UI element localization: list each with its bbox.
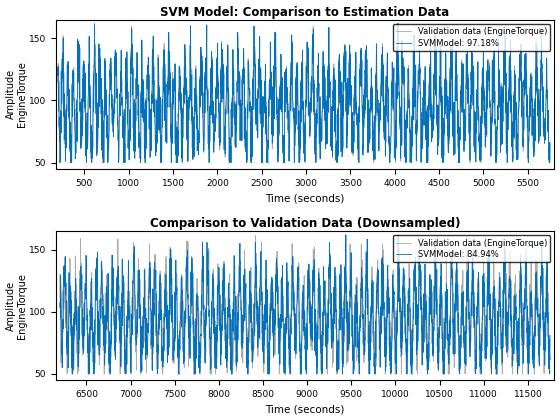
SVMModel: 97.18%: (4.57e+03, 139): 97.18%: (4.57e+03, 139) <box>442 50 449 55</box>
SVMModel: 97.18%: (5.75e+03, 65.9): 97.18%: (5.75e+03, 65.9) <box>547 140 553 145</box>
SVMModel: 97.18%: (226, 50): 97.18%: (226, 50) <box>57 160 63 165</box>
X-axis label: Time (seconds): Time (seconds) <box>265 404 344 415</box>
SVMModel: 84.94%: (1.18e+04, 81.1): 84.94%: (1.18e+04, 81.1) <box>547 333 553 338</box>
Validation data (EngineTorque) <box>442 52 449 58</box>
Validation data (EngineTorque) <box>544 97 550 102</box>
Validation data (EngineTorque) <box>69 371 76 376</box>
Validation data (EngineTorque) <box>278 282 284 287</box>
Legend: Validation data (EngineTorque), SVMModel: 97.18%: Validation data (EngineTorque), SVMModel… <box>393 24 550 51</box>
SVMModel: 97.18%: (2.7e+03, 93.7): 97.18%: (2.7e+03, 93.7) <box>277 106 283 111</box>
Validation data (EngineTorque) <box>460 345 467 350</box>
SVMModel: 97.18%: (2.27e+03, 93): 97.18%: (2.27e+03, 93) <box>237 107 244 112</box>
Validation data (EngineTorque) <box>252 233 259 238</box>
SVMModel: 84.94%: (1.17e+04, 141): 84.94%: (1.17e+04, 141) <box>544 258 550 263</box>
SVMModel: 84.94%: (1.08e+04, 75.2): 84.94%: (1.08e+04, 75.2) <box>460 340 467 345</box>
Validation data (EngineTorque) <box>352 54 359 59</box>
Line: Validation data (EngineTorque): Validation data (EngineTorque) <box>58 24 550 163</box>
SVMModel: 97.18%: (3.56e+03, 115): 97.18%: (3.56e+03, 115) <box>352 80 359 85</box>
Legend: Validation data (EngineTorque), SVMModel: 84.94%: Validation data (EngineTorque), SVMModel… <box>393 235 550 262</box>
Validation data (EngineTorque) <box>277 82 283 87</box>
Line: SVMModel: 97.18%: SVMModel: 97.18% <box>58 24 550 163</box>
Validation data (EngineTorque) <box>460 62 466 67</box>
Validation data (EngineTorque) <box>57 304 63 310</box>
Validation data (EngineTorque) <box>353 279 360 284</box>
Line: Validation data (EngineTorque): Validation data (EngineTorque) <box>60 235 550 374</box>
Validation data (EngineTorque) <box>547 142 553 147</box>
Validation data (EngineTorque) <box>547 368 553 373</box>
SVMModel: 97.18%: (5.72e+03, 104): 97.18%: (5.72e+03, 104) <box>544 93 550 98</box>
SVMModel: 84.94%: (6.2e+03, 104): 84.94%: (6.2e+03, 104) <box>57 305 63 310</box>
SVMModel: 84.94%: (9.44e+03, 162): 84.94%: (9.44e+03, 162) <box>343 232 349 237</box>
SVMModel: 84.94%: (6.34e+03, 50): 84.94%: (6.34e+03, 50) <box>69 371 76 376</box>
SVMModel: 97.18%: (4.77e+03, 130): 97.18%: (4.77e+03, 130) <box>460 61 466 66</box>
Title: Comparison to Validation Data (Downsampled): Comparison to Validation Data (Downsampl… <box>150 217 460 230</box>
SVMModel: 97.18%: (200, 127): 97.18%: (200, 127) <box>54 65 61 70</box>
X-axis label: Time (seconds): Time (seconds) <box>265 193 344 203</box>
Validation data (EngineTorque) <box>238 127 245 132</box>
Validation data (EngineTorque) <box>239 352 246 357</box>
Validation data (EngineTorque) <box>54 66 61 71</box>
Validation data (EngineTorque) <box>544 311 550 316</box>
SVMModel: 84.94%: (9.56e+03, 117): 84.94%: (9.56e+03, 117) <box>353 288 360 293</box>
SVMModel: 84.94%: (1.06e+04, 104): 84.94%: (1.06e+04, 104) <box>443 304 450 310</box>
Y-axis label: Amplitude
EngineTorque: Amplitude EngineTorque <box>6 61 27 127</box>
Validation data (EngineTorque) <box>57 160 63 165</box>
Y-axis label: Amplitude
EngineTorque: Amplitude EngineTorque <box>6 273 27 339</box>
SVMModel: 97.18%: (4.03e+03, 162): 97.18%: (4.03e+03, 162) <box>394 21 401 26</box>
Validation data (EngineTorque) <box>443 276 450 281</box>
Title: SVM Model: Comparison to Estimation Data: SVM Model: Comparison to Estimation Data <box>160 5 450 18</box>
Line: SVMModel: 84.94%: SVMModel: 84.94% <box>60 235 550 374</box>
SVMModel: 84.94%: (8.7e+03, 86.9): 84.94%: (8.7e+03, 86.9) <box>278 326 284 331</box>
Validation data (EngineTorque) <box>91 21 98 26</box>
SVMModel: 84.94%: (8.27e+03, 87.1): 84.94%: (8.27e+03, 87.1) <box>239 326 246 331</box>
